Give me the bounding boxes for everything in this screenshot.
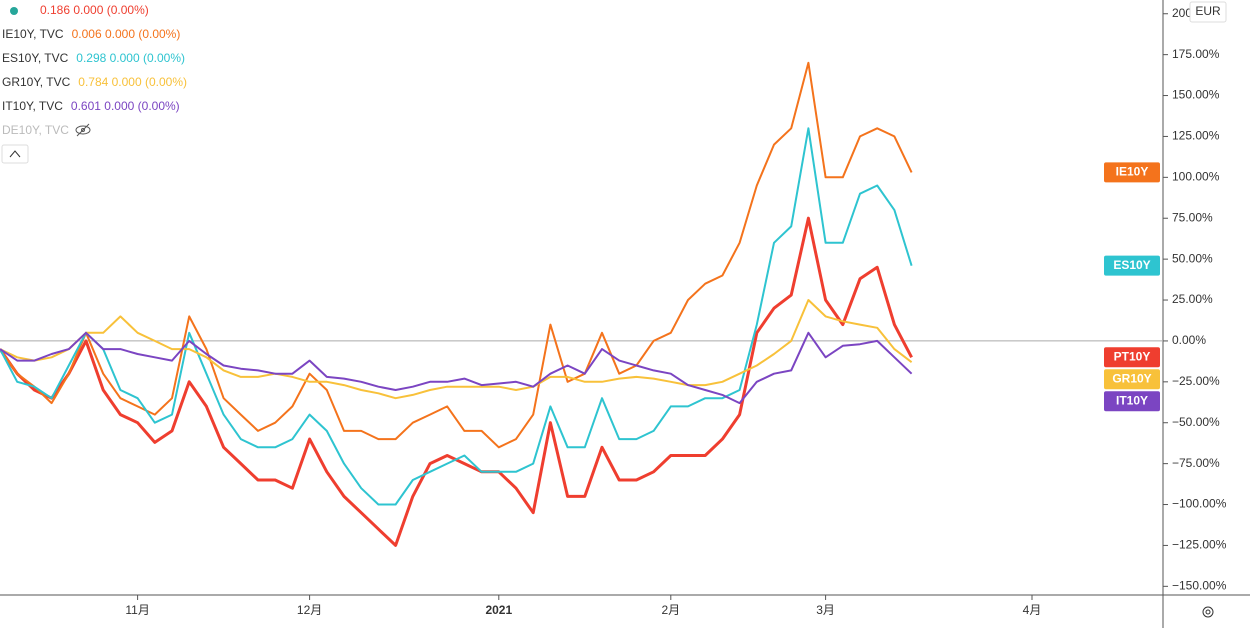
legend-dot bbox=[10, 7, 18, 15]
price-label: ES10Y bbox=[1113, 258, 1150, 272]
price-label: IE10Y bbox=[1116, 165, 1149, 179]
currency: EUR bbox=[1195, 4, 1221, 18]
y-tick-label: 0.00% bbox=[1172, 333, 1206, 347]
y-tick-label: −100.00% bbox=[1172, 497, 1227, 511]
y-tick-label: −75.00% bbox=[1172, 456, 1220, 470]
series-line bbox=[0, 127, 913, 506]
y-tick-label: 50.00% bbox=[1172, 251, 1213, 265]
x-tick-label: 2月 bbox=[661, 603, 680, 617]
price-label-box bbox=[1104, 255, 1160, 276]
legend-entry[interactable]: IE10Y, TVC 0.006 0.000 (0.00%) bbox=[2, 27, 180, 41]
legend-value: 0.006 0.000 (0.00%) bbox=[72, 27, 181, 41]
price-label: GR10Y bbox=[1112, 371, 1151, 385]
price-label-box bbox=[1104, 369, 1160, 390]
legend-label: IE10Y, TVC bbox=[2, 27, 64, 41]
legend-value: 0.601 0.000 (0.00%) bbox=[71, 99, 180, 113]
settings-icon[interactable] bbox=[1202, 606, 1214, 618]
price-label-box bbox=[1104, 391, 1160, 412]
price-label-box bbox=[1104, 347, 1160, 368]
x-tick-label: 11月 bbox=[125, 603, 149, 617]
y-tick-label: −150.00% bbox=[1172, 579, 1227, 593]
legend-label: ES10Y, TVC bbox=[2, 51, 69, 65]
hidden-series-legend[interactable]: DE10Y, TVC bbox=[2, 123, 69, 137]
y-tick-label: −125.00% bbox=[1172, 538, 1227, 552]
y-tick-label: 175.00% bbox=[1172, 47, 1220, 61]
legend-entry[interactable]: IT10Y, TVC 0.601 0.000 (0.00%) bbox=[2, 99, 180, 113]
caret-icon bbox=[9, 150, 21, 158]
eye-icon[interactable] bbox=[75, 123, 91, 137]
x-tick-label: 2021 bbox=[485, 603, 512, 617]
y-tick-label: 75.00% bbox=[1172, 210, 1213, 224]
x-tick-label: 12月 bbox=[297, 603, 322, 617]
legend-label: IT10Y, TVC bbox=[2, 99, 63, 113]
legend-entry[interactable]: ES10Y, TVC 0.298 0.000 (0.00%) bbox=[2, 51, 185, 65]
y-tick-label: 100.00% bbox=[1172, 170, 1220, 184]
legend-value: 0.186 0.000 (0.00%) bbox=[40, 3, 149, 17]
legend-value: 0.298 0.000 (0.00%) bbox=[76, 51, 185, 65]
series-line bbox=[0, 331, 913, 405]
x-tick-label: 4月 bbox=[1023, 603, 1042, 617]
legend-entry[interactable]: GR10Y, TVC 0.784 0.000 (0.00%) bbox=[2, 75, 187, 89]
price-label-box bbox=[1104, 162, 1160, 183]
y-tick-label: −50.00% bbox=[1172, 415, 1220, 429]
legend-label: GR10Y, TVC bbox=[2, 75, 71, 89]
y-tick-label: 125.00% bbox=[1172, 129, 1220, 143]
series-line bbox=[0, 299, 913, 400]
price-label: PT10Y bbox=[1114, 349, 1151, 363]
legend-value: 0.784 0.000 (0.00%) bbox=[78, 75, 187, 89]
x-tick-label: 3月 bbox=[816, 603, 835, 617]
y-tick-label: −25.00% bbox=[1172, 374, 1220, 388]
currency-box[interactable] bbox=[1189, 1, 1227, 23]
y-tick-label: 25.00% bbox=[1172, 292, 1213, 306]
series-line bbox=[0, 61, 913, 449]
price-label: IT10Y bbox=[1116, 393, 1148, 407]
y-tick-label: 150.00% bbox=[1172, 88, 1220, 102]
legend-entry[interactable]: 0.186 0.000 (0.00%) bbox=[40, 3, 149, 17]
collapse-button[interactable] bbox=[1, 144, 29, 164]
